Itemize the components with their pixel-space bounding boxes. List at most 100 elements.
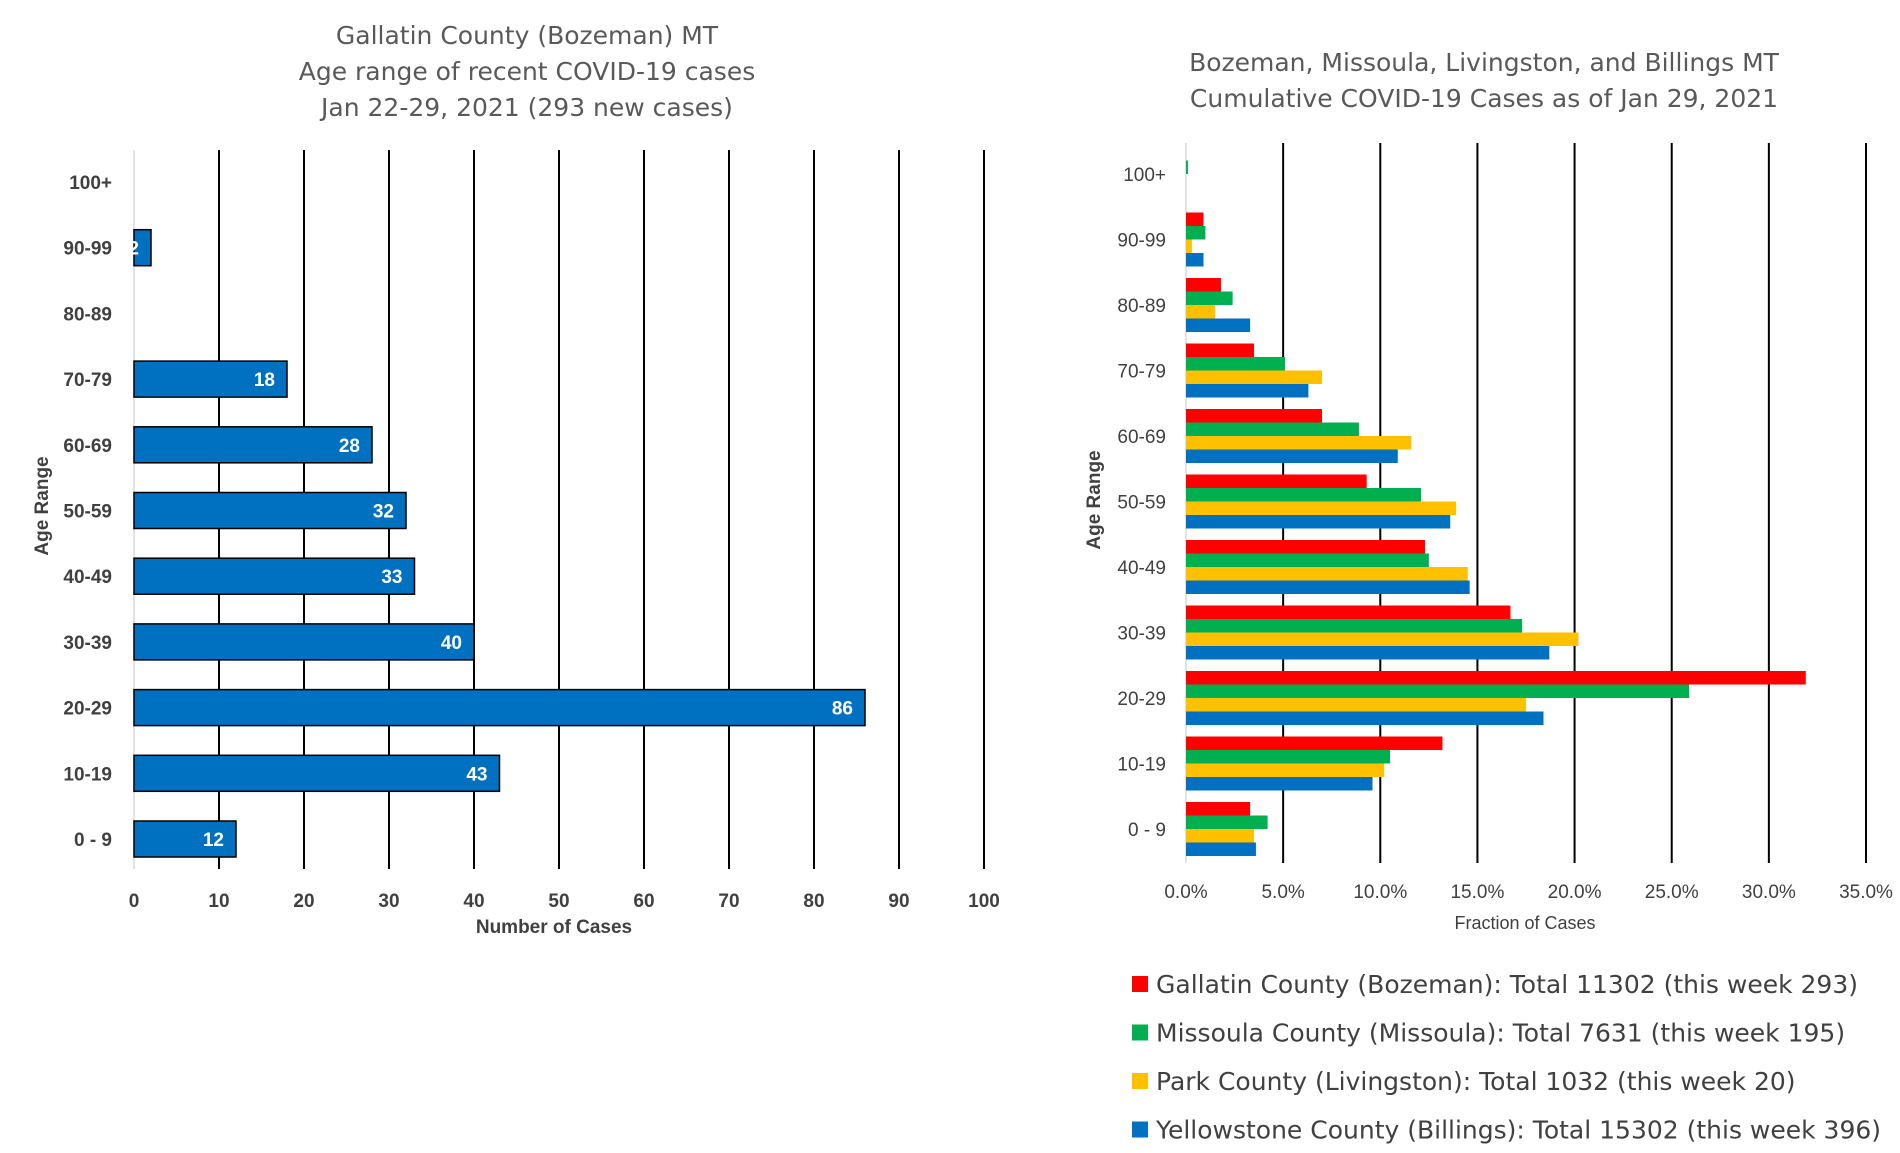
left-y-tick-label: 10-19: [63, 764, 112, 785]
left-bar-data-label: 43: [466, 764, 487, 785]
right-bar: [1186, 305, 1216, 319]
right-bar: [1186, 567, 1468, 581]
left-bar-data-label: 86: [832, 699, 853, 720]
right-bar: [1186, 684, 1690, 698]
right-bar: [1186, 632, 1579, 646]
right-chart-title-2: Cumulative COVID-19 Cases as of Jan 29, …: [1190, 84, 1778, 113]
legend-entry: Yellowstone County (Billings): Total 153…: [1155, 1116, 1881, 1145]
left-bar: [133, 491, 407, 530]
right-x-tick-label: 5.0%: [1261, 882, 1304, 903]
right-bar: [1186, 540, 1425, 554]
left-x-tick-label: 0: [129, 891, 140, 912]
left-bars: 2 18 28 32 33 40 86 43 12: [128, 228, 866, 858]
left-bar: [133, 688, 866, 727]
left-bar: [133, 820, 237, 858]
left-bar: [133, 557, 416, 595]
right-x-tick-label: 25.0%: [1645, 882, 1699, 903]
left-y-tick-labels: 100+ 90-99 80-89 70-79 60-69 50-59 40-49 30-39 2…: [63, 173, 112, 851]
right-bar: [1186, 160, 1188, 174]
right-y-axis-label: Age Range: [1084, 450, 1105, 549]
right-y-tick-label: 30-39: [1117, 624, 1166, 645]
left-chart-subtitle-2: Jan 22-29, 2021 (293 new cases): [319, 93, 733, 122]
right-bar: [1186, 436, 1412, 450]
right-bar: [1186, 777, 1373, 791]
left-chart-title: Gallatin County (Bozeman) MT: [336, 21, 719, 50]
right-y-tick-label: 100+: [1123, 165, 1166, 186]
right-bar: [1186, 515, 1451, 529]
right-bar: [1186, 646, 1550, 660]
left-gridlines: [133, 150, 985, 869]
left-bar-data-label: 12: [203, 830, 224, 851]
right-bar: [1186, 422, 1359, 436]
right-bar: [1186, 474, 1367, 488]
right-bar: [1186, 619, 1523, 633]
right-x-tick-label: 10.0%: [1353, 882, 1407, 903]
right-bar: [1186, 212, 1204, 226]
right-chart: Bozeman, Missoula, Livingston, and Billi…: [1084, 48, 1893, 1145]
left-bar-data-label: 18: [254, 370, 275, 391]
left-x-tick-label: 20: [293, 891, 314, 912]
left-bar: [133, 360, 288, 398]
right-legend: Gallatin County (Bozeman): Total 11302 (…: [1132, 970, 1881, 1145]
right-bar: [1186, 318, 1251, 332]
left-x-axis-label: Number of Cases: [476, 917, 632, 938]
right-y-tick-label: 90-99: [1117, 231, 1166, 252]
right-bar: [1186, 750, 1390, 764]
right-bar: [1186, 671, 1806, 685]
right-bar: [1186, 553, 1429, 567]
left-bar: [133, 426, 373, 464]
left-y-tick-label: 0 - 9: [74, 830, 112, 851]
left-x-tick-label: 90: [888, 891, 909, 912]
legend-entry: Gallatin County (Bozeman): Total 11302 (…: [1156, 970, 1858, 999]
right-bar: [1186, 842, 1256, 856]
left-y-axis-label: Age Range: [32, 456, 53, 555]
legend-swatch: [1132, 976, 1148, 992]
right-bar: [1186, 449, 1398, 463]
right-x-tick-label: 0.0%: [1164, 882, 1207, 903]
right-bar: [1186, 815, 1268, 829]
left-y-tick-label: 70-79: [63, 370, 112, 391]
right-x-tick-label: 30.0%: [1742, 882, 1796, 903]
left-y-tick-label: 40-49: [63, 567, 112, 588]
right-bar: [1186, 278, 1221, 292]
right-bar: [1186, 605, 1511, 619]
right-bar: [1186, 343, 1254, 357]
left-x-tick-label: 50: [548, 891, 569, 912]
right-bar: [1186, 829, 1254, 843]
left-x-tick-label: 80: [803, 891, 824, 912]
right-bar: [1186, 802, 1251, 816]
right-x-axis-label: Fraction of Cases: [1454, 913, 1595, 933]
right-x-tick-label: 15.0%: [1450, 882, 1504, 903]
left-bar-data-label: 2: [128, 239, 139, 260]
left-x-tick-label: 60: [633, 891, 654, 912]
right-bar: [1186, 711, 1544, 725]
right-bar: [1186, 239, 1192, 253]
left-bar-data-label: 32: [373, 502, 394, 523]
left-bar: [133, 754, 501, 793]
left-bar: [133, 228, 152, 267]
right-bar: [1186, 357, 1286, 371]
right-y-tick-labels: 100+ 90-99 80-89 70-79 60-69 50-59 40-49 30-39 2…: [1117, 165, 1166, 841]
left-y-tick-label: 30-39: [63, 633, 112, 654]
right-bar: [1186, 763, 1385, 777]
left-y-tick-label: 50-59: [63, 502, 112, 523]
left-bar-data-label: 33: [381, 567, 402, 588]
right-bar: [1186, 409, 1322, 423]
left-y-tick-label: 20-29: [63, 699, 112, 720]
legend-swatch: [1132, 1024, 1148, 1041]
legend-entry: Missoula County (Missoula): Total 7631 (…: [1156, 1019, 1845, 1048]
right-bar: [1186, 488, 1422, 502]
right-bar: [1186, 253, 1204, 267]
legend-swatch: [1132, 1073, 1148, 1089]
left-y-tick-label: 100+: [69, 173, 112, 194]
legend-swatch: [1132, 1121, 1148, 1138]
left-x-tick-label: 30: [378, 891, 399, 912]
right-y-tick-label: 50-59: [1117, 493, 1166, 514]
right-x-tick-label: 20.0%: [1548, 882, 1602, 903]
right-y-tick-label: 0 - 9: [1128, 820, 1166, 841]
left-y-tick-label: 80-89: [63, 304, 112, 325]
right-y-tick-label: 60-69: [1117, 427, 1166, 448]
left-chart: Gallatin County (Bozeman) MT Age range o…: [32, 21, 1000, 938]
